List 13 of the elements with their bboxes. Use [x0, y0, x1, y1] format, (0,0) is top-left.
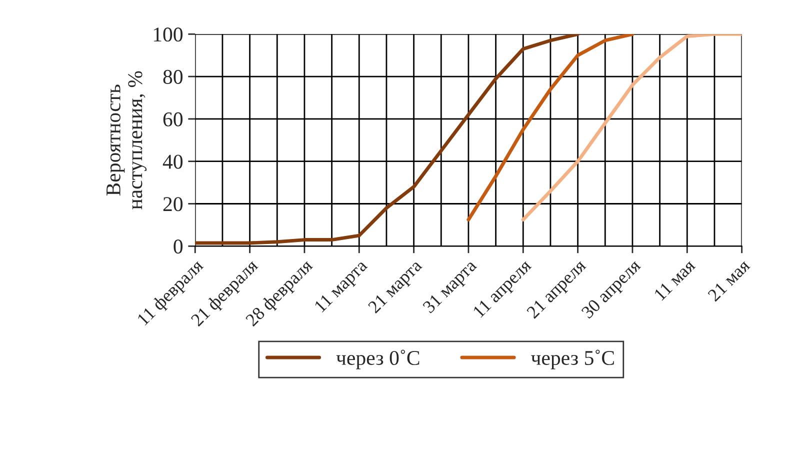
y-tick-label: 100 — [154, 28, 183, 42]
legend-label: через 5˚С — [531, 350, 614, 370]
legend-label: через 0˚С — [336, 350, 420, 370]
x-tick-label: 21 мая — [707, 258, 751, 302]
line-series — [466, 34, 634, 222]
y-tick-label: 40 — [162, 154, 183, 169]
y-tick-label: 60 — [163, 112, 183, 126]
y-tick-label: 0 — [174, 240, 183, 254]
y-axis-title: Вероятность наступления, % — [106, 71, 147, 210]
y-tick-label: 20 — [163, 197, 183, 212]
y-tick-label: 80 — [163, 70, 183, 84]
x-tick-label: 11 мая — [654, 258, 696, 301]
line-series — [521, 34, 742, 222]
